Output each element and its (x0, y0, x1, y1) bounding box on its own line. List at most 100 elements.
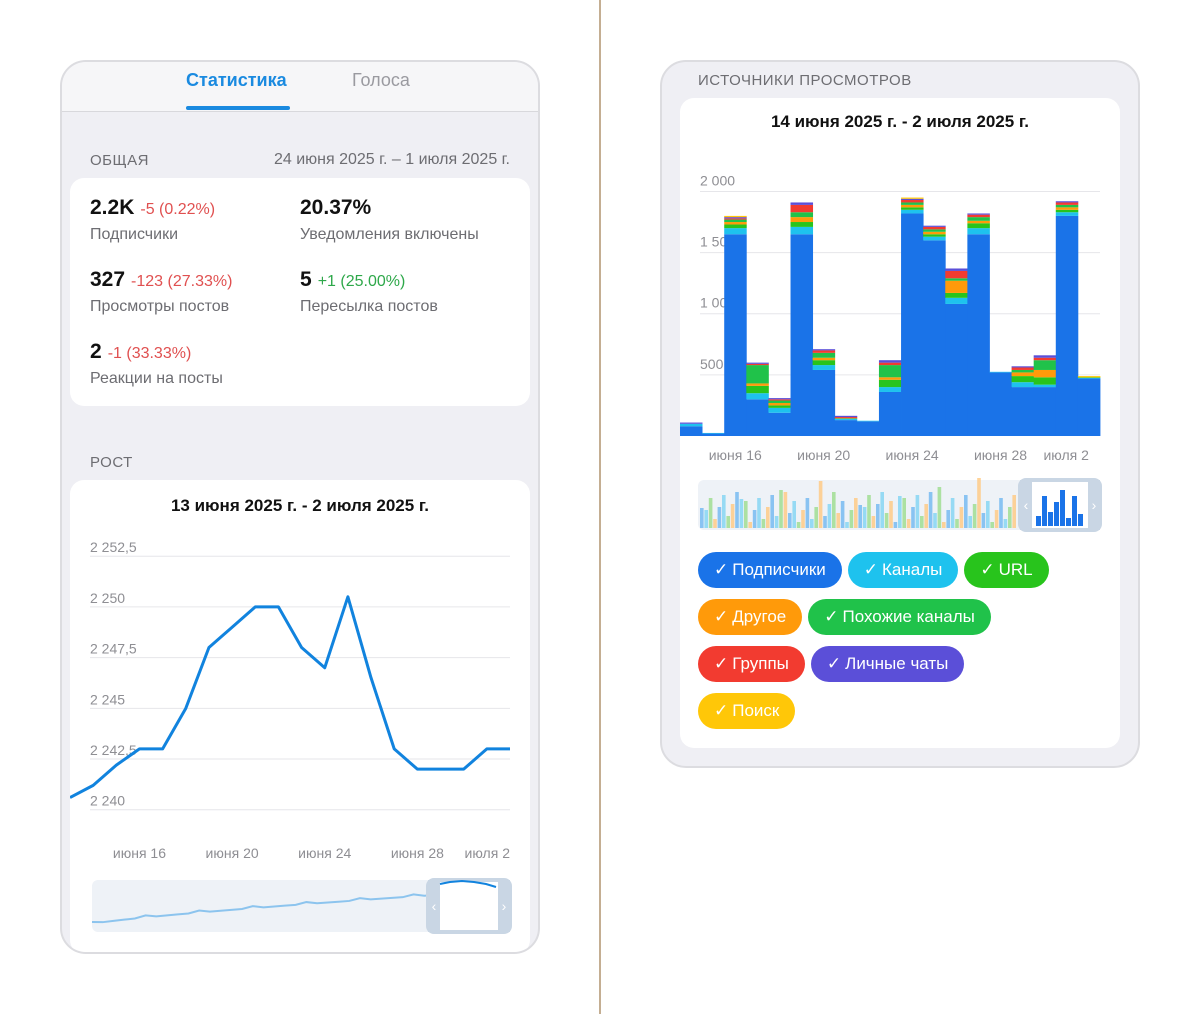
sources-navigator-selected-bar (1042, 496, 1047, 526)
sources-navigator-bar (704, 510, 708, 528)
sources-navigator-bar (735, 492, 739, 528)
source-chip[interactable]: ✓ Поиск (698, 693, 796, 729)
sources-navigator-bar (893, 522, 898, 528)
sources-navigator-selected-bar (1048, 512, 1053, 526)
sources-bar-segment (967, 217, 990, 221)
sources-navigator-bar (942, 522, 946, 528)
source-chip[interactable]: ✓ Другое (698, 599, 803, 635)
sources-bar-segment (746, 363, 769, 366)
source-chip[interactable]: ✓ Подписчики (698, 552, 842, 588)
sources-navigator-bar (990, 522, 994, 528)
sources-bar-segment (856, 420, 880, 422)
sources-bar-segment (724, 228, 747, 235)
sources-bar-segment (878, 387, 902, 392)
sources-navigator-bar (726, 516, 730, 528)
sources-bar-segment (1055, 207, 1079, 210)
sources-navigator-bar (880, 492, 884, 528)
sources-bar-segment (680, 423, 703, 427)
checkmark-icon: ✓ (714, 654, 729, 673)
sources-navigator-bar (730, 504, 735, 528)
overview-card: 2.2K -5 (0.22%) Подписчики 20.37% Уведомл… (70, 178, 530, 406)
sources-navigator-bar (832, 492, 836, 528)
metric-label: Реакции на посты (90, 370, 223, 387)
metric-delta: +1 (25.00%) (317, 273, 406, 290)
tab-votes[interactable]: Голоса (352, 70, 410, 90)
sources-bar-segment (746, 385, 769, 394)
growth-navigator-track (92, 880, 510, 932)
sources-navigator-selected-bar (1054, 502, 1059, 526)
sources-bar-segment (1033, 369, 1057, 378)
sources-navigator-bar (827, 504, 832, 528)
navigator-right-handle (1088, 480, 1100, 530)
sources-navigator-bar (876, 504, 880, 528)
sources-navigator-bar (814, 507, 818, 528)
sources-navigator-bar (986, 501, 990, 528)
growth-y-tick: 2 252,5 (90, 539, 137, 555)
sources-navigator-bar (884, 513, 889, 528)
source-chip-label: Подписчики (732, 560, 826, 579)
sources-bar-segment (945, 297, 968, 304)
sources-bar-segment (1033, 387, 1057, 436)
sources-navigator-bar (744, 501, 748, 528)
statistics-screen: Статистика Голоса ОБЩАЯ 24 июня 2025 г. … (60, 60, 540, 954)
growth-y-tick: 2 240 (90, 793, 125, 809)
sources-bar-segment (790, 212, 814, 218)
source-chip-label: Личные чаты (845, 654, 949, 673)
source-chip-label: Каналы (882, 560, 943, 579)
sources-navigator-bar (779, 490, 783, 528)
sources-bar-segment (812, 360, 836, 366)
sources-navigator-bar (845, 522, 849, 528)
sources-bar-segment (1033, 384, 1057, 388)
checkmark-icon: ✓ (826, 654, 842, 673)
tab-statistics[interactable]: Статистика (186, 70, 287, 90)
sources-bar-segment (989, 371, 1012, 373)
source-chip[interactable]: ✓ Личные чаты (810, 646, 965, 682)
sources-navigator-selected-bar (1078, 514, 1083, 526)
sources-navigator-bar (796, 522, 801, 528)
source-chip-label: Другое (732, 607, 787, 626)
sources-bar-segment (945, 278, 968, 281)
sources-bar-segment (1011, 367, 1035, 370)
sources-bar-segment (1055, 201, 1079, 203)
sources-navigator-bar (928, 492, 933, 528)
source-chip[interactable]: ✓ Похожие каналы (808, 599, 991, 635)
navigator-left-handle (428, 880, 440, 932)
sources-navigator-selected-bar (1036, 516, 1041, 526)
source-chip[interactable]: ✓ URL (964, 552, 1049, 588)
growth-x-tick: июня 24 (298, 845, 351, 861)
source-chip[interactable]: ✓ Каналы (847, 552, 959, 588)
sources-navigator-bar (1003, 519, 1008, 528)
sources-bar-segment (812, 357, 836, 361)
sources-bar-segment (790, 226, 814, 235)
sources-navigator-bar (1008, 507, 1012, 528)
growth-x-tick: июня 16 (113, 845, 166, 861)
sources-navigator-bar (862, 507, 867, 528)
source-chip[interactable]: ✓ Группы (698, 646, 805, 682)
growth-y-tick: 2 245 (90, 691, 125, 707)
sources-bar-segment (768, 400, 791, 403)
sources-bar-segment (1077, 377, 1101, 378)
sources-bar-segment (812, 369, 836, 436)
navigator-left-handle (1020, 480, 1032, 530)
sources-section-title: ИСТОЧНИКИ ПРОСМОТРОВ (698, 72, 912, 89)
sources-bar-segment (768, 412, 791, 436)
sources-bar-segment (901, 204, 924, 208)
sources-x-tick: июля 2 (1043, 447, 1089, 463)
overview-section-title: ОБЩАЯ (90, 152, 149, 169)
sources-bar-segment (1011, 372, 1035, 377)
sources-bar-segment (834, 418, 858, 419)
sources-bar-segment (923, 236, 946, 241)
sources-bar-segment (1033, 377, 1057, 385)
sources-bar-segment (878, 365, 902, 378)
sources-bar-segment (768, 405, 791, 408)
chevron-right-icon: › (1092, 497, 1097, 513)
sources-navigator-bar (770, 495, 774, 528)
sources-bar-segment (878, 377, 902, 380)
sources-bar-segment (768, 402, 791, 406)
checkmark-icon: ✓ (980, 560, 995, 579)
sources-bar-segment (878, 360, 902, 363)
sources-navigator-bar (752, 510, 757, 528)
sources-x-tick: июня 24 (886, 447, 939, 463)
sources-navigator-selected-bar (1066, 518, 1071, 526)
